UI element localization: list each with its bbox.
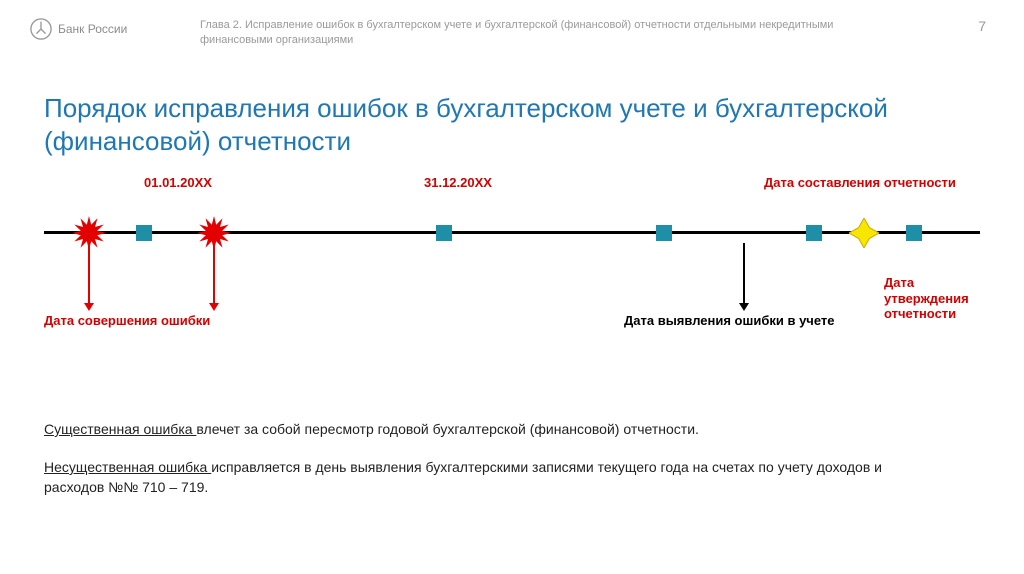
- note-essential: Существенная ошибка влечет за собой пере…: [44, 420, 914, 440]
- logo-text: Банк России: [58, 22, 127, 36]
- approval-star-icon: [849, 218, 877, 246]
- note-essential-lead: Существенная ошибка: [44, 421, 196, 437]
- timeline-marker-square: [656, 225, 672, 241]
- timeline-top-label: 31.12.20XX: [424, 175, 492, 190]
- timeline-top-label: Дата составления отчетности: [764, 175, 956, 190]
- timeline-arrow: [743, 243, 745, 305]
- page-title: Порядок исправления ошибок в бухгалтерск…: [44, 92, 944, 157]
- page-number: 7: [978, 18, 986, 34]
- timeline-top-label: 01.01.20XX: [144, 175, 212, 190]
- note-nonessential: Несущественная ошибка исправляется в ден…: [44, 458, 914, 497]
- timeline-marker-square: [436, 225, 452, 241]
- timeline-bottom-label: Дата утверждения отчетности: [884, 275, 984, 322]
- timeline-marker-square: [136, 225, 152, 241]
- note-essential-rest: влечет за собой пересмотр годовой бухгал…: [196, 421, 698, 437]
- bank-logo-icon: [30, 18, 52, 40]
- timeline-diagram: 01.01.20XX 31.12.20XX Дата составления отч…: [44, 175, 980, 355]
- note-nonessential-lead: Несущественная ошибка: [44, 459, 211, 475]
- timeline-bottom-label: Дата выявления ошибки в учете: [624, 313, 924, 329]
- timeline-line: [44, 231, 980, 234]
- timeline-marker-square: [906, 225, 922, 241]
- timeline-arrow: [88, 243, 90, 305]
- timeline-bottom-label: Дата совершения ошибки: [44, 313, 264, 329]
- timeline-marker-square: [806, 225, 822, 241]
- chapter-title: Глава 2. Исправление ошибок в бухгалтерс…: [200, 18, 840, 48]
- timeline-arrow: [213, 243, 215, 305]
